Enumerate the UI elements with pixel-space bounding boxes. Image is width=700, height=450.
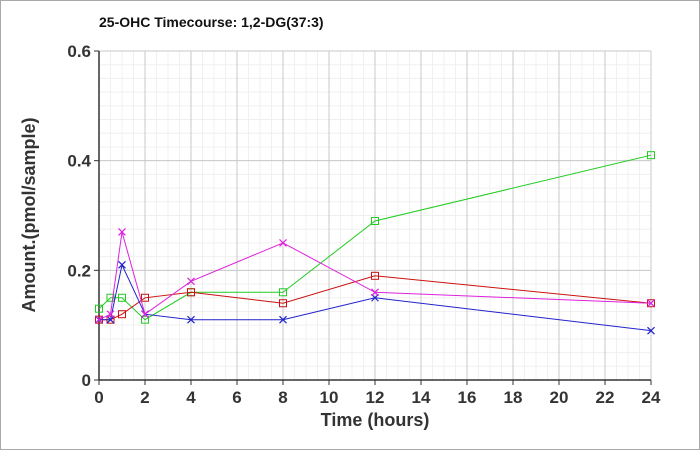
data-point-square	[141, 315, 149, 324]
data-point-square	[371, 216, 379, 225]
data-point-x	[647, 326, 655, 335]
data-point-square	[118, 293, 126, 302]
x-tick-label: 16	[458, 388, 477, 407]
y-tick-label: 0.2	[67, 261, 91, 280]
x-tick-label: 6	[232, 388, 241, 407]
series-4	[95, 228, 655, 324]
y-tick-label: 0.6	[67, 42, 91, 61]
data-point-square	[647, 151, 655, 160]
x-tick-label: 22	[596, 388, 615, 407]
series-line	[99, 275, 652, 321]
data-point-square	[118, 310, 126, 319]
x-tick-label: 8	[278, 388, 287, 407]
y-tick-label: 0	[82, 371, 91, 390]
data-point-square	[106, 293, 115, 302]
data-point-x	[279, 238, 287, 247]
data-point-square	[95, 304, 103, 313]
data-point-square	[371, 271, 379, 280]
series-line	[98, 231, 652, 321]
data-point-x	[647, 299, 655, 308]
y-axis-title: Amount.(pmol/sample)	[19, 117, 39, 312]
data-point-square	[187, 288, 195, 297]
x-tick-label: 12	[366, 388, 385, 407]
x-tick-label: 14	[412, 388, 431, 407]
chart-title: 25-OHC Timecourse: 1,2-DG(37:3)	[99, 14, 324, 30]
x-tick-label: 24	[642, 388, 661, 407]
data-point-x	[106, 310, 115, 319]
x-tick-label: 20	[550, 388, 569, 407]
series-line	[99, 263, 652, 332]
x-tick-label: 2	[140, 388, 149, 407]
x-tick-label: 4	[186, 388, 196, 407]
data-point-x	[118, 260, 126, 269]
x-tick-label: 0	[94, 388, 103, 407]
x-axis-ticks: 0 2 4 6 8 10 12 14 16 18 20 22 24	[94, 380, 661, 407]
series-2	[95, 271, 655, 324]
data-point-x	[279, 315, 287, 324]
data-point-x	[187, 315, 195, 324]
data-point-x	[95, 315, 103, 324]
data-point-square	[279, 299, 287, 308]
data-point-x	[141, 310, 149, 319]
y-tick-label: 0.4	[67, 152, 91, 171]
data-point-square	[141, 293, 149, 302]
data-point-square	[279, 288, 287, 297]
data-point-x	[371, 288, 379, 297]
x-tick-label: 18	[504, 388, 523, 407]
data-point-x	[187, 277, 195, 286]
y-axis-ticks: 0 0.2 0.4 0.6	[67, 42, 99, 390]
x-tick-label: 10	[320, 388, 339, 407]
series-layer	[95, 151, 655, 335]
x-axis-title: Time (hours)	[321, 410, 430, 430]
data-point-x	[118, 228, 126, 236]
